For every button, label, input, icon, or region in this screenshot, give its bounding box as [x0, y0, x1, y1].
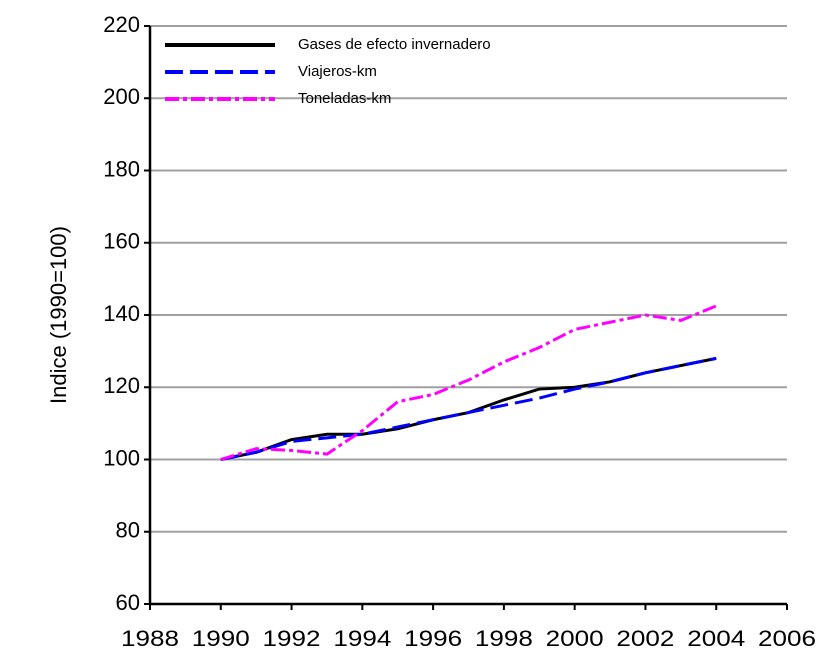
y-tick-label: 220	[103, 12, 140, 37]
x-tick-label: 2000	[546, 626, 604, 651]
y-tick-label: 200	[103, 84, 140, 109]
x-tick-label: 2004	[687, 626, 745, 651]
x-tick-label: 1998	[475, 626, 533, 651]
y-axis-label: Indice (1990=100)	[46, 226, 71, 404]
x-tick-label: 1988	[121, 626, 179, 651]
x-tick-label: 1994	[333, 626, 391, 651]
y-tick-label: 140	[103, 301, 140, 326]
legend-label: Gases de efecto invernadero	[298, 36, 491, 53]
series-line	[220, 304, 717, 461]
y-tick-label: 80	[116, 518, 140, 543]
y-tick-label: 180	[103, 156, 140, 181]
x-tick-label: 1992	[263, 626, 321, 651]
y-tick-label: 60	[116, 590, 140, 615]
x-tick-label: 2002	[616, 626, 674, 651]
y-tick-label: 120	[103, 373, 140, 398]
x-tick-label: 1990	[192, 626, 250, 651]
legend-label: Viajeros-km	[298, 63, 377, 80]
y-tick-label: 160	[103, 229, 140, 254]
x-tick-label: 1996	[404, 626, 462, 651]
y-tick-label: 100	[103, 445, 140, 470]
x-tick-label: 2006	[758, 626, 816, 651]
series-line	[220, 356, 717, 461]
legend-label: Toneladas-km	[298, 90, 391, 107]
